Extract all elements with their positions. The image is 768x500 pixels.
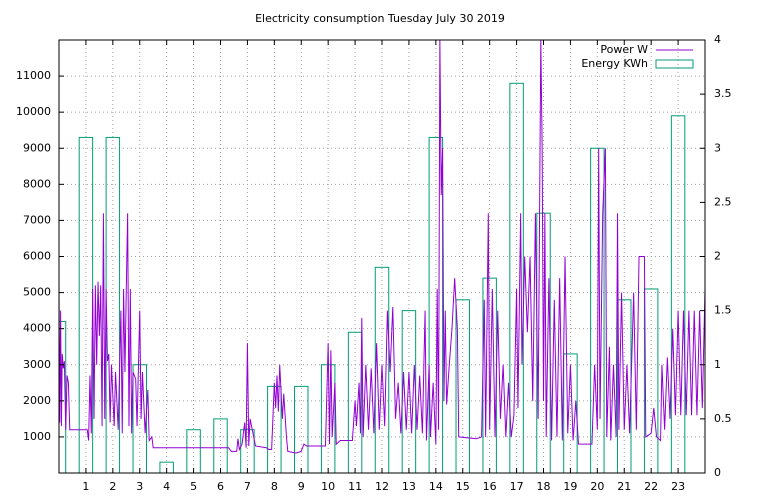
y2-tick-label: 3.5 [714,87,732,100]
y-tick-label: 3000 [23,358,51,371]
x-tick-label: 3 [136,480,143,493]
x-tick-label: 9 [298,480,305,493]
y-tick-label: 4000 [23,322,51,335]
x-tick-label: 23 [671,480,685,493]
energy-box [59,320,67,473]
energy-box [590,147,605,473]
x-tick-label: 17 [510,480,524,493]
x-tick-label: 20 [590,480,604,493]
y-tick-label: 10000 [16,105,51,118]
x-tick-label: 18 [537,480,551,493]
x-tick-label: 15 [456,480,470,493]
energy-box [186,429,201,473]
x-tick-label: 8 [271,480,278,493]
y-tick-label: 8000 [23,177,51,190]
y2-tick-label: 4 [714,33,721,46]
chart-title: Electricity consumption Tuesday July 30 … [255,12,505,25]
y-tick-label: 1000 [23,430,51,443]
x-tick-label: 2 [109,480,116,493]
y2-tick-label: 2 [714,250,721,263]
legend-swatch [655,59,694,69]
y-tick-label: 5000 [23,286,51,299]
energy-box [374,266,390,473]
y2-tick-label: 3 [714,141,721,154]
energy-box [240,429,255,473]
x-tick-label: 6 [217,480,224,493]
energy-box [643,288,659,473]
power-line [59,40,705,454]
x-tick-label: 19 [563,480,577,493]
y2-tick-label: 2.5 [714,195,732,208]
energy-box [213,418,228,473]
plot-area [59,40,705,473]
y-tick-label: 2000 [23,394,51,407]
y2-tick-label: 0.5 [714,412,732,425]
energy-box [428,136,444,473]
y-tick-label: 11000 [16,69,51,82]
x-tick-label: 7 [244,480,251,493]
y-tick-label: 6000 [23,250,51,263]
x-tick-label: 14 [429,480,443,493]
x-tick-label: 5 [190,480,197,493]
legend-label: Power W [600,43,648,56]
x-tick-label: 13 [402,480,416,493]
energy-box [509,82,524,473]
y-tick-label: 9000 [23,141,51,154]
x-tick-label: 10 [321,480,335,493]
energy-box [347,331,363,473]
energy-box [670,115,686,473]
x-tick-label: 11 [348,480,362,493]
x-tick-label: 1 [82,480,89,493]
x-tick-label: 4 [163,480,170,493]
x-tick-label: 12 [375,480,389,493]
y2-tick-label: 0 [714,466,721,479]
x-tick-label: 16 [483,480,497,493]
x-tick-label: 21 [617,480,631,493]
y2-tick-label: 1.5 [714,304,732,317]
y-tick-label: 7000 [23,213,51,226]
legend-label: Energy KWh [581,57,648,70]
x-tick-label: 22 [644,480,658,493]
y2-tick-label: 1 [714,358,721,371]
